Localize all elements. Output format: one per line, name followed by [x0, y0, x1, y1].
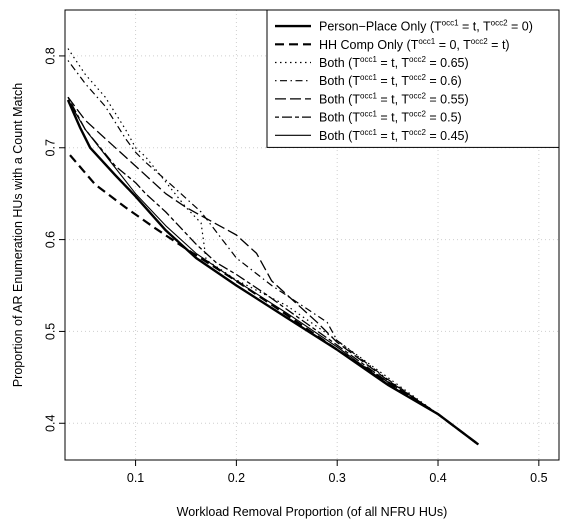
- legend-label: HH Comp Only (Tocc1 = 0, Tocc2 = t): [319, 37, 510, 52]
- legend-text: T: [401, 56, 409, 70]
- series-line-6: [67, 96, 479, 445]
- legend-text: = 0.5): [426, 111, 462, 125]
- legend-text: Both (: [319, 74, 353, 88]
- legend-text: = 0): [508, 20, 533, 34]
- legend-text: = 0.65): [426, 56, 469, 70]
- legend: Person−Place Only (Tocc1 = t, Tocc2 = 0)…: [266, 9, 560, 148]
- y-tick-label: 0.5: [43, 323, 57, 340]
- legend-text: T: [401, 111, 409, 125]
- series-line-5: [67, 96, 479, 445]
- legend-text: T: [411, 38, 419, 52]
- x-axis-label: Workload Removal Proportion (of all NFRU…: [177, 505, 448, 519]
- legend-text: T: [483, 20, 491, 34]
- legend-text: = t,: [377, 129, 401, 143]
- y-tick-label: 0.6: [43, 231, 57, 248]
- legend-text: T: [352, 111, 360, 125]
- legend-superscript: occ1: [360, 110, 377, 119]
- legend-text: = t,: [377, 74, 401, 88]
- legend-text: T: [352, 74, 360, 88]
- legend-superscript: occ2: [491, 19, 508, 28]
- legend-text: = t): [488, 38, 510, 52]
- legend-text: = 0.45): [426, 129, 469, 143]
- legend-superscript: occ1: [360, 55, 377, 64]
- legend-superscript: occ2: [409, 73, 426, 82]
- y-tick-label: 0.4: [43, 415, 57, 432]
- legend-text: = t,: [377, 56, 401, 70]
- legend-text: Both (: [319, 129, 353, 143]
- legend-text: = t,: [459, 20, 483, 34]
- legend-text: Person−Place Only (: [319, 20, 435, 34]
- legend-text: = 0.6): [426, 74, 462, 88]
- legend-text: T: [463, 38, 471, 52]
- series-line-3: [67, 48, 479, 445]
- legend-superscript: occ2: [409, 55, 426, 64]
- legend-superscript: occ2: [409, 128, 426, 137]
- legend-label: Person−Place Only (Tocc1 = t, Tocc2 = 0): [319, 19, 533, 34]
- legend-superscript: occ1: [360, 73, 377, 82]
- legend-superscript: occ1: [360, 91, 377, 100]
- series-line-1: [66, 99, 480, 446]
- x-tick-label: 0.5: [530, 471, 547, 485]
- legend-text: T: [401, 129, 409, 143]
- legend-text: = t,: [377, 111, 401, 125]
- y-axis-label: Proportion of AR Enumeration HUs with a …: [11, 83, 25, 387]
- legend-text: T: [352, 129, 360, 143]
- axes: 0.1 0.2 0.3 0.4 0.5 0.4 0.5 0.6 0.7 0.8: [43, 47, 547, 485]
- legend-superscript: occ1: [418, 37, 435, 46]
- legend-label: Both (Tocc1 = t, Tocc2 = 0.6): [319, 73, 462, 88]
- series-line-4: [67, 60, 479, 445]
- series-line-7: [67, 99, 479, 445]
- legend-text: T: [401, 92, 409, 106]
- legend-text: T: [434, 20, 442, 34]
- legend-text: Both (: [319, 92, 353, 106]
- x-tick-label: 0.4: [429, 471, 446, 485]
- legend-text: T: [401, 74, 409, 88]
- legend-text: T: [352, 56, 360, 70]
- legend-text: HH Comp Only (: [319, 38, 412, 52]
- legend-superscript: occ2: [409, 91, 426, 100]
- legend-superscript: occ2: [471, 37, 488, 46]
- legend-superscript: occ1: [360, 128, 377, 137]
- legend-box: [266, 9, 560, 148]
- x-tick-label: 0.2: [228, 471, 245, 485]
- x-tick-label: 0.3: [329, 471, 346, 485]
- y-tick-label: 0.7: [43, 139, 57, 156]
- legend-text: Both (: [319, 111, 353, 125]
- legend-label: Both (Tocc1 = t, Tocc2 = 0.55): [319, 91, 469, 106]
- legend-text: = t,: [377, 92, 401, 106]
- legend-superscript: occ2: [409, 110, 426, 119]
- legend-text: Both (: [319, 56, 353, 70]
- legend-text: = 0.55): [426, 92, 469, 106]
- x-tick-label: 0.1: [127, 471, 144, 485]
- legend-superscript: occ1: [442, 19, 459, 28]
- legend-label: Both (Tocc1 = t, Tocc2 = 0.65): [319, 55, 469, 70]
- legend-text: T: [352, 92, 360, 106]
- legend-label: Both (Tocc1 = t, Tocc2 = 0.45): [319, 128, 469, 143]
- legend-label: Both (Tocc1 = t, Tocc2 = 0.5): [319, 110, 462, 125]
- legend-text: = 0,: [435, 38, 463, 52]
- y-tick-label: 0.8: [43, 47, 57, 64]
- series-lines: [66, 48, 480, 446]
